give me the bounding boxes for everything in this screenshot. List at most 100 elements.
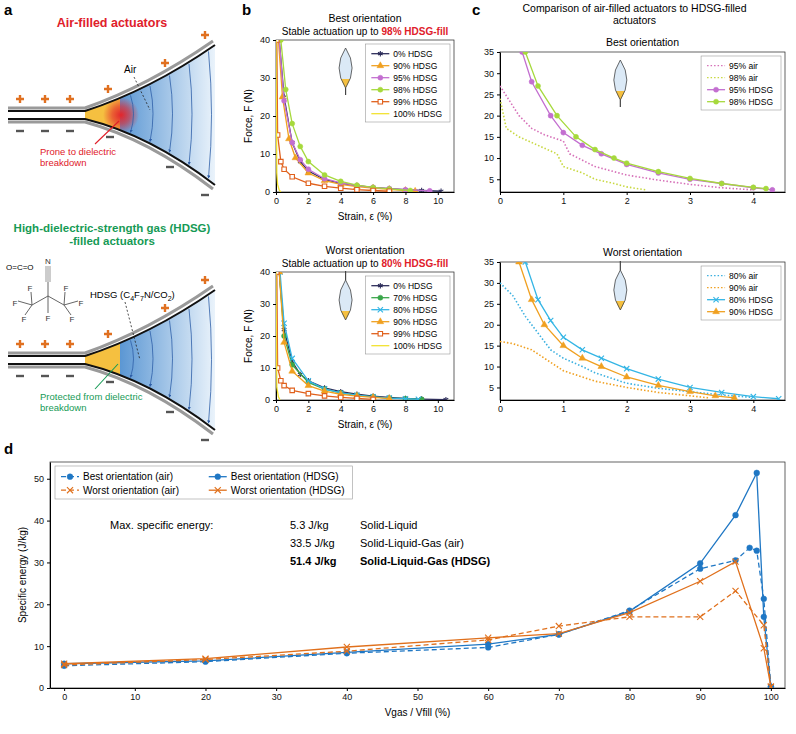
- icon-shell: [614, 270, 627, 310]
- tick: 100: [764, 688, 779, 702]
- data-point: [290, 121, 295, 126]
- data-point: [697, 560, 703, 566]
- tick-mark: [373, 400, 374, 403]
- plus-charge: [41, 340, 49, 348]
- tick-mark: [630, 688, 631, 691]
- legend-label: 100% HDSG: [393, 109, 442, 119]
- legend-label: Best orientation (HDSG): [231, 471, 339, 482]
- tick-label: 40: [342, 692, 352, 702]
- data-point: [279, 159, 283, 163]
- tick-mark: [64, 688, 65, 691]
- data-point: [656, 169, 661, 174]
- data-point: [554, 113, 559, 118]
- legend-marker: [378, 331, 382, 335]
- tick-mark: [273, 400, 276, 401]
- tick-mark: [273, 40, 276, 41]
- data-point: [529, 79, 534, 84]
- bond: [64, 292, 65, 305]
- data-point: [338, 186, 342, 190]
- data-point: [624, 366, 629, 371]
- data-point: [290, 388, 294, 392]
- field-line: [170, 76, 173, 153]
- data-point: [580, 347, 585, 352]
- data-point: [719, 181, 724, 186]
- tick-label: 2: [306, 196, 311, 206]
- bond: [31, 292, 32, 305]
- atom-label: F: [28, 284, 33, 293]
- tick: 20: [484, 320, 500, 330]
- tick-mark: [497, 179, 500, 180]
- axis-line: [501, 400, 786, 401]
- data-point: [523, 52, 528, 55]
- minus-charge: [41, 375, 49, 377]
- legend-swatch: [707, 65, 725, 66]
- tick-mark: [563, 192, 564, 195]
- legend-marker: [215, 487, 221, 493]
- tick-label: 5: [489, 383, 494, 393]
- subtitle-highlight: 80% HDSG-fill: [382, 258, 449, 269]
- data-point: [290, 356, 295, 361]
- x-axis: 0102030405060708090100: [51, 688, 786, 702]
- tick-label: 10: [34, 642, 44, 652]
- tick: 4: [751, 192, 756, 206]
- tick-mark: [276, 688, 277, 691]
- x-axis-title: Vgas / Vfill (%): [385, 707, 451, 718]
- legend-label: Best orientation (air): [83, 471, 173, 482]
- data-point: [282, 167, 286, 171]
- tick: 8: [403, 400, 408, 414]
- diagram-title: High-dielectric-strength gas (HDSG)-fill…: [14, 222, 211, 247]
- series-line: [276, 272, 280, 400]
- legend-item: 70% HDSG: [371, 293, 437, 303]
- plot-area: [276, 40, 443, 192]
- legend-marker: [67, 474, 73, 480]
- chart: 012345101520253035Worst orientation80% a…: [484, 246, 786, 414]
- series-line: [64, 591, 771, 687]
- tick-label: 10: [433, 196, 443, 206]
- tick: 25: [484, 299, 500, 309]
- y-axis-title: Force, F (N): [243, 309, 254, 363]
- data-point: [355, 187, 359, 191]
- bond: [48, 282, 49, 296]
- tick-mark: [47, 646, 50, 647]
- legend-item: 95% HDSG: [707, 85, 773, 95]
- chart: 0246810010203040Strain, ε (%)Force, F (N…: [242, 1, 455, 222]
- tick-mark: [497, 346, 500, 347]
- plot-frame: [500, 52, 785, 192]
- legend-item: 80% air: [707, 271, 758, 281]
- panel-a: aAir-filled actuatorsAirProne to dielect…: [4, 1, 215, 440]
- warning-label: Prone to dielectricbreakdown: [40, 146, 116, 168]
- field-line: [170, 321, 173, 398]
- data-point: [439, 189, 444, 192]
- data-point: [687, 177, 692, 182]
- tick-label: 80: [625, 692, 635, 702]
- plot-frame: [276, 40, 454, 192]
- data-point: [338, 395, 342, 399]
- y-axis: 01020304050: [34, 463, 51, 694]
- tick-mark: [771, 688, 772, 691]
- tick-label: 10: [260, 149, 270, 159]
- tick-label: 10: [484, 362, 494, 372]
- data-point: [322, 184, 326, 188]
- data-point: [344, 644, 350, 650]
- tick: 20: [484, 111, 500, 121]
- chart-title: Worst orientation: [603, 246, 682, 258]
- data-point: [761, 614, 767, 620]
- tick-label: 25: [484, 299, 494, 309]
- data-point: [279, 93, 286, 99]
- tick: 40: [34, 516, 50, 526]
- subtitle-text: Stable actuation up to: [282, 258, 379, 269]
- legend-marker: [378, 99, 382, 103]
- annotation: Max. specific energy:5.3 J/kgSolid-Liqui…: [110, 519, 490, 567]
- series-line: [276, 40, 281, 192]
- legend-item: Best orientation (HDSG): [209, 471, 339, 482]
- field-line: [189, 309, 192, 409]
- gas-region: [85, 290, 215, 430]
- tick: 15: [484, 341, 500, 351]
- plot-area: [61, 470, 774, 688]
- data-point: [592, 147, 597, 152]
- tick-label: 8: [403, 196, 408, 206]
- tick-mark: [273, 368, 276, 369]
- tick: 4: [339, 192, 344, 206]
- legend-label: Worst orientation (HDSG): [231, 485, 345, 496]
- legend-item: 98% air: [707, 73, 758, 83]
